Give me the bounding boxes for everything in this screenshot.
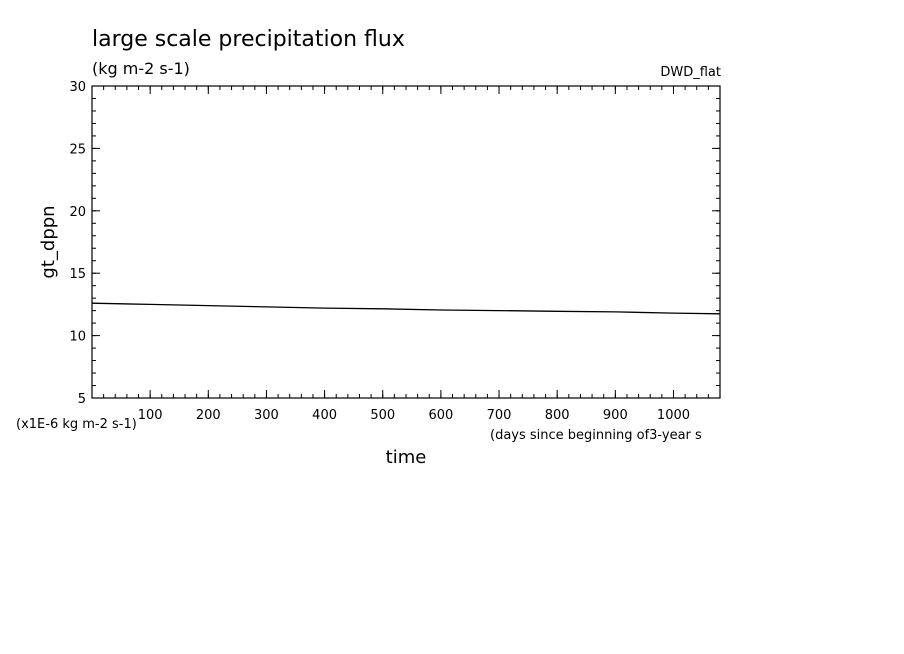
x-tick-label: 600	[428, 408, 453, 423]
y-tick-label: 20	[69, 205, 86, 220]
y-tick-label: 5	[78, 392, 86, 407]
y-tick-label: 25	[69, 142, 86, 157]
y-tick-label: 10	[69, 330, 86, 345]
y-tick-label: 30	[69, 80, 86, 95]
x-tick-label: 1000	[657, 408, 690, 423]
x-tick-label: 400	[312, 408, 337, 423]
x-tick-label: 300	[254, 408, 279, 423]
x-tick-label: 100	[138, 408, 163, 423]
x-axis-label: time	[386, 447, 427, 468]
x-tick-label: 800	[545, 408, 570, 423]
x-tick-label: 500	[370, 408, 395, 423]
x-tick-label: 900	[603, 408, 628, 423]
y-unit-note: (x1E-6 kg m-2 s-1)	[16, 417, 137, 432]
series-line	[91, 302, 721, 315]
x-tick-label: 200	[196, 408, 221, 423]
chart-subtitle: (kg m-2 s-1)	[92, 59, 190, 78]
series-layer	[91, 302, 721, 315]
axis-ticks	[91, 85, 721, 399]
x-tick-labels: 100 200 300 400 500 600 700 800 900 1000	[138, 408, 690, 423]
x-tick-label: 700	[487, 408, 512, 423]
x-unit-note: (days since beginning of3-year s	[490, 428, 702, 443]
y-tick-labels: 5 10 15 20 25 30	[69, 80, 86, 407]
dataset-label: DWD_flat	[660, 65, 721, 80]
y-tick-label: 15	[69, 267, 86, 282]
y-axis-label: gt_dppn	[38, 205, 59, 278]
chart-title: large scale precipitation flux	[92, 27, 405, 52]
